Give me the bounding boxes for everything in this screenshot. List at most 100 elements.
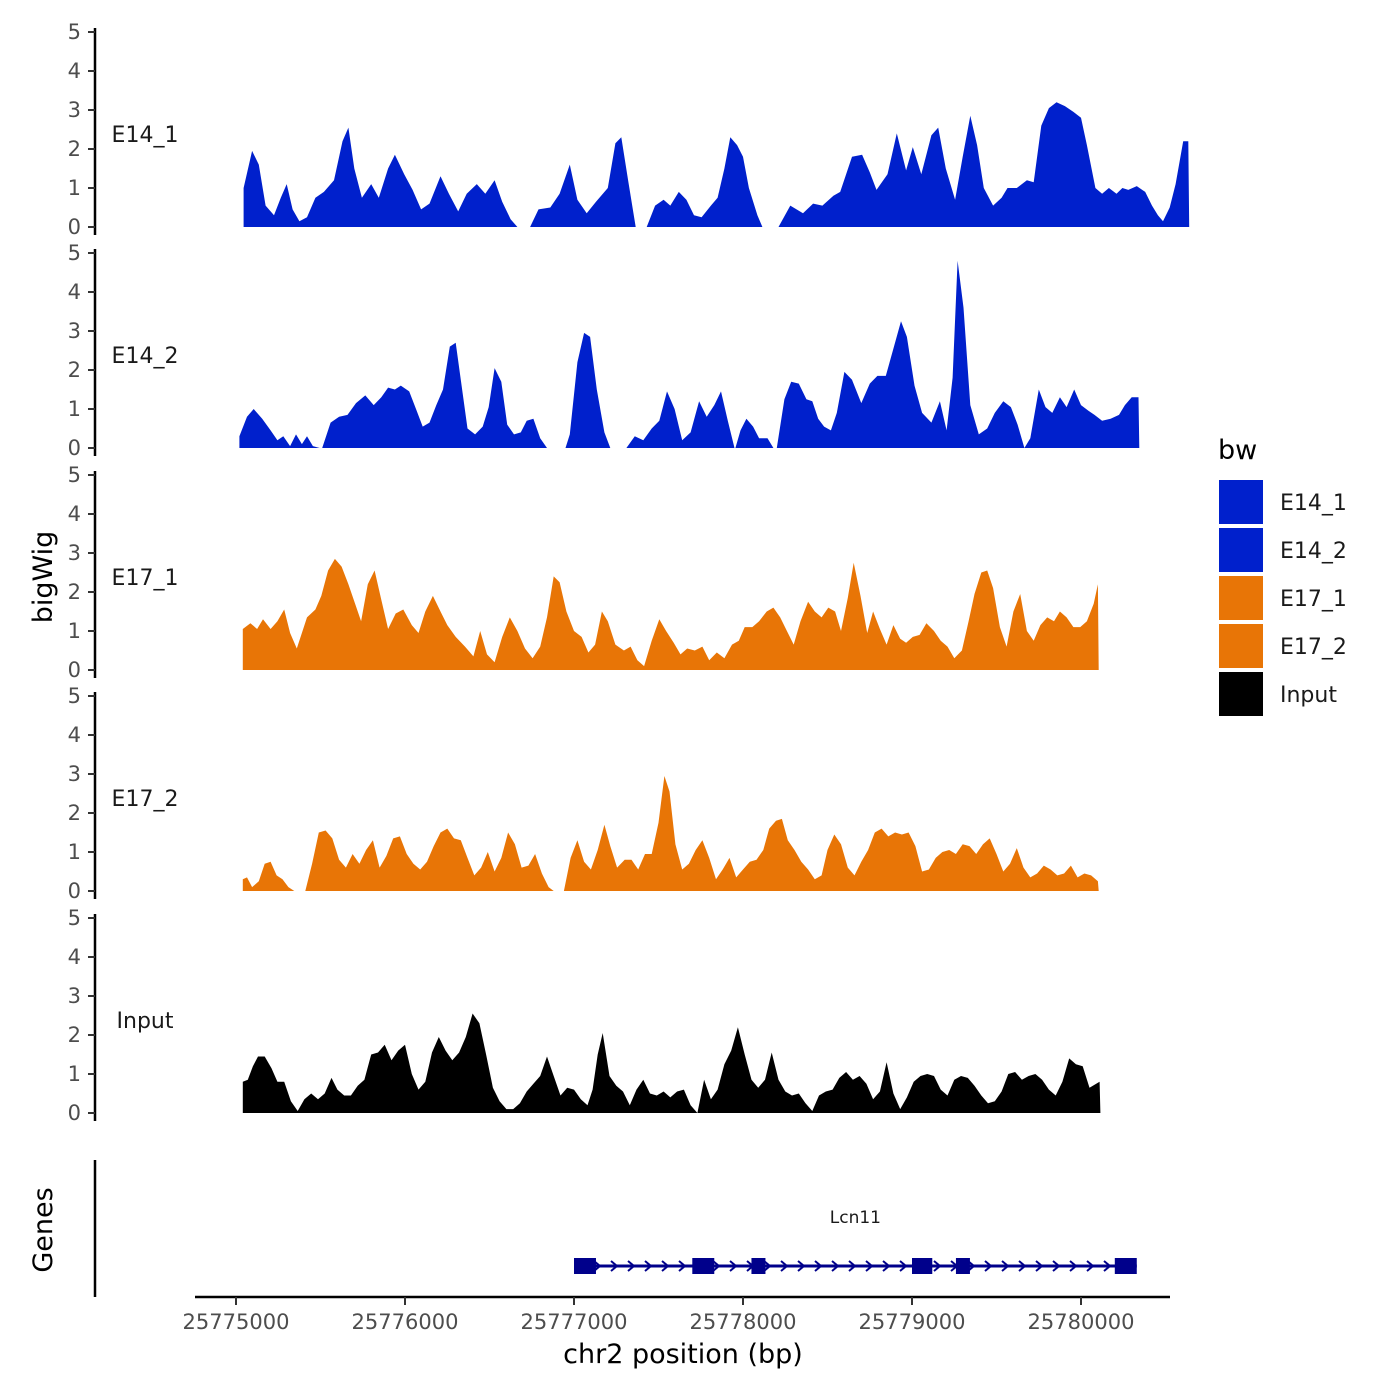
area-e14-2e [735, 418, 774, 448]
strand-arrow [1001, 1260, 1010, 1272]
y-tick-label: 0 [68, 215, 81, 239]
x-tick-label: 25779000 [859, 1310, 966, 1334]
area-e14-2b [322, 342, 547, 448]
track-label: E14_2 [112, 344, 179, 369]
legend-label: E17_2 [1280, 635, 1347, 660]
area-e17-2c [563, 776, 1099, 891]
legend-title: bw [1218, 435, 1257, 466]
y-tick-label: 2 [68, 580, 81, 604]
y-tick-label: 1 [68, 397, 81, 421]
strand-arrow [610, 1260, 619, 1272]
x-tick-label: 25775000 [183, 1310, 290, 1334]
y-tick-label: 1 [68, 619, 81, 643]
y-tick-label: 3 [68, 98, 81, 122]
strand-arrow [814, 1260, 823, 1272]
strand-arrow [848, 1260, 857, 1272]
strand-arrow [865, 1260, 874, 1272]
track-e14-1: 0 1 2 3 4 5 E14_1 [68, 20, 1190, 239]
legend-swatch-input [1219, 672, 1263, 716]
legend-swatch-e17-2 [1219, 624, 1263, 668]
y-tick-label: 0 [68, 436, 81, 460]
x-axis: 25775000 25776000 25777000 25778000 25779000… [183, 1295, 1170, 1334]
y-tick-label: 5 [68, 463, 81, 487]
strand-arrow [984, 1260, 993, 1272]
area-input [242, 1013, 1101, 1113]
y-tick-label: 0 [68, 1101, 81, 1125]
legend-swatch-e14-1 [1219, 480, 1263, 524]
strand-arrow [1018, 1260, 1027, 1272]
strand-arrow [678, 1260, 687, 1272]
strand-arrow [644, 1260, 653, 1272]
area-e14-2c [565, 332, 611, 448]
y-tick-label: 5 [68, 684, 81, 708]
strand-arrow [882, 1260, 891, 1272]
strand-arrow [729, 1260, 738, 1272]
strand-arrow [1086, 1260, 1095, 1272]
gene-name: Lcn11 [830, 1208, 881, 1228]
area-e17-2b [305, 828, 554, 891]
y-tick-label: 3 [68, 762, 81, 786]
strand-arrow [797, 1260, 806, 1272]
y-tick-label: 4 [68, 723, 81, 747]
x-tick-label: 25776000 [352, 1310, 459, 1334]
y-tick-label: 1 [68, 1062, 81, 1086]
area-e14-1d [778, 102, 1190, 227]
legend-swatch-e14-2 [1219, 528, 1263, 572]
x-tick-label: 25780000 [1028, 1310, 1135, 1334]
legend: bw E14_1 E14_2 E17_1 E17_2 Input [1218, 435, 1347, 716]
strand-arrow [1103, 1260, 1112, 1272]
y-tick-label: 4 [68, 502, 81, 526]
y-tick-label: 2 [68, 801, 81, 825]
legend-label: E14_1 [1280, 491, 1347, 516]
strand-arrow [831, 1260, 840, 1272]
track-label: E14_1 [112, 123, 179, 148]
strand-arrow [899, 1260, 908, 1272]
track-label: Input [117, 1009, 174, 1034]
strand-arrow [763, 1260, 772, 1272]
y-tick-label: 4 [68, 945, 81, 969]
legend-swatch-e17-1 [1219, 576, 1263, 620]
y-tick-label: 5 [68, 20, 81, 44]
legend-label: Input [1280, 683, 1337, 708]
strand-arrow [661, 1260, 670, 1272]
gene-exon [692, 1258, 715, 1274]
gene-exon [912, 1258, 933, 1274]
area-e14-2 [239, 409, 320, 448]
legend-label: E14_2 [1280, 539, 1347, 564]
track-label: E17_2 [112, 787, 179, 812]
strand-arrow [1069, 1260, 1078, 1272]
track-e14-2: 0 1 2 3 4 5 E14_2 [68, 241, 1140, 460]
y-tick-label: 3 [68, 319, 81, 343]
tracks: 0 1 2 3 4 5 E14_1 0 1 2 3 4 5 E14_2 0 1 2 3 4 5 E17_1 0 1 2 3 4 5 E… [68, 20, 1190, 1125]
y-tick-label: 3 [68, 541, 81, 565]
y-tick-label: 5 [68, 906, 81, 930]
y-tick-label: 5 [68, 241, 81, 265]
strand-arrow [593, 1260, 602, 1272]
x-tick-label: 25777000 [521, 1310, 628, 1334]
strand-arrow [1035, 1260, 1044, 1272]
area-e17-1 [242, 558, 1099, 670]
y-tick-label: 2 [68, 1023, 81, 1047]
strand-arrow [933, 1260, 942, 1272]
strand-arrow [1052, 1260, 1061, 1272]
gene-exon [574, 1258, 596, 1274]
track-e17-2: 0 1 2 3 4 5 E17_2 [68, 684, 1099, 903]
genes-panel: Lcn11 [93, 1160, 1137, 1297]
y-tick-label: 1 [68, 840, 81, 864]
y-tick-label: 0 [68, 879, 81, 903]
area-e14-1 [243, 127, 518, 227]
y-tick-label: 2 [68, 358, 81, 382]
area-e14-2f [776, 260, 1140, 448]
gene-exon [955, 1258, 970, 1274]
y-tick-label: 4 [68, 59, 81, 83]
legend-label: E17_1 [1280, 587, 1347, 612]
strand-arrow [967, 1260, 976, 1272]
x-axis-title: chr2 position (bp) [563, 1339, 803, 1370]
gene-exon [751, 1258, 766, 1274]
y-tick-label: 1 [68, 176, 81, 200]
strand-arrow [712, 1260, 721, 1272]
strand-arrow [627, 1260, 636, 1272]
y-tick-label: 0 [68, 658, 81, 682]
genes-axis-title: Genes [28, 1187, 59, 1272]
